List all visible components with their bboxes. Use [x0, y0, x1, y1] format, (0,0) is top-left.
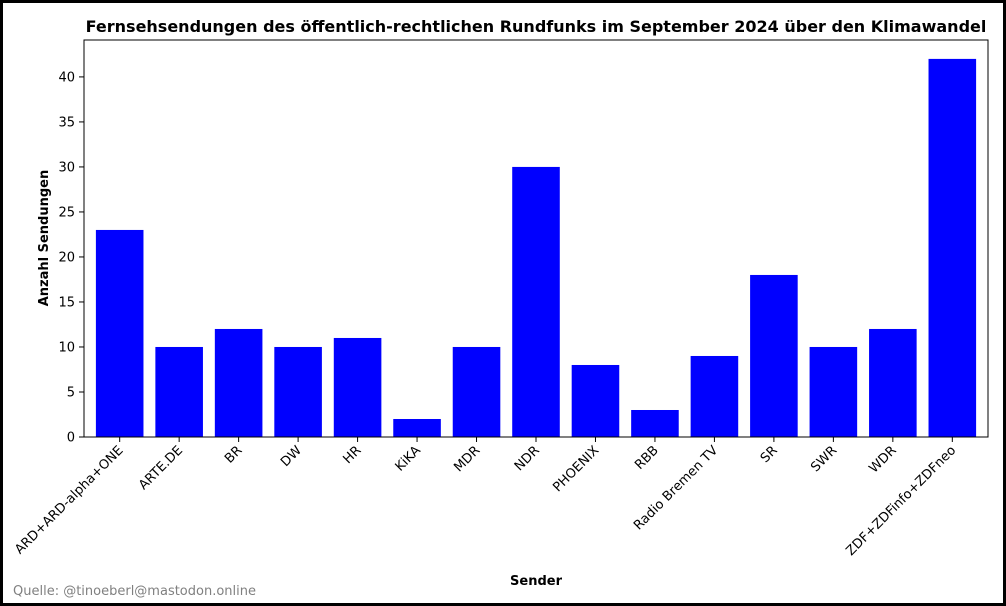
- y-tick-label: 5: [67, 385, 75, 400]
- chart-title: Fernsehsendungen des öffentlich-rechtlic…: [86, 17, 987, 36]
- y-tick-label: 25: [58, 205, 75, 220]
- y-tick-label: 40: [58, 70, 75, 85]
- x-axis-label: Sender: [510, 574, 563, 589]
- x-tick-label: NDR: [512, 443, 543, 474]
- bar-zdf-zdfinfo-zdfneo: [928, 58, 977, 438]
- x-axis: ARD+ARD-alpha+ONE ARTE.DE BR DW HR KiKA MDR NDR…: [12, 437, 959, 559]
- x-tick-label: SWR: [808, 443, 840, 475]
- y-tick-label: 10: [58, 340, 75, 355]
- bar-phoenix: [571, 364, 620, 437]
- y-tick-label: 35: [58, 115, 75, 130]
- bar-kika: [393, 418, 441, 437]
- bar-ard-ard-alpha-one: [95, 229, 144, 437]
- x-tick-label: DW: [278, 443, 305, 470]
- bar-br: [214, 328, 263, 437]
- bar-sr: [750, 274, 798, 437]
- bar-mdr: [452, 346, 501, 437]
- bar-hr: [333, 337, 382, 437]
- x-tick-label: WDR: [867, 443, 900, 476]
- y-tick-label: 15: [58, 295, 75, 310]
- x-tick-label: HR: [340, 443, 364, 467]
- x-tick-label: BR: [222, 443, 245, 466]
- y-tick-label: 20: [58, 250, 75, 265]
- x-tick-label: PHOENIX: [550, 443, 602, 495]
- bar-dw: [274, 346, 322, 437]
- y-tick-label: 0: [67, 431, 75, 446]
- bar-arte-de: [155, 346, 203, 437]
- x-tick-label: KiKA: [393, 443, 424, 474]
- y-axis: 0 5 10 15 20 25 30 35 40: [58, 70, 84, 446]
- bar-swr: [809, 346, 858, 437]
- x-tick-label: MDR: [451, 443, 483, 475]
- source-note: Quelle: @tinoeberl@mastodon.online: [13, 584, 256, 599]
- x-tick-label: ARTE.DE: [136, 443, 186, 493]
- x-tick-label: RBB: [632, 443, 662, 473]
- x-tick-label: SR: [758, 443, 781, 466]
- bar-rbb: [631, 409, 679, 437]
- bars-group: [95, 58, 977, 438]
- bar-radio-bremen-tv: [690, 355, 739, 437]
- bar-ndr: [512, 166, 560, 437]
- bar-wdr: [869, 328, 917, 437]
- y-axis-label: Anzahl Sendungen: [37, 170, 52, 307]
- x-tick-label: ZDF+ZDFinfo+ZDFneo: [843, 443, 959, 559]
- x-tick-label: ARD+ARD-alpha+ONE: [12, 443, 126, 557]
- y-tick-label: 30: [58, 160, 75, 175]
